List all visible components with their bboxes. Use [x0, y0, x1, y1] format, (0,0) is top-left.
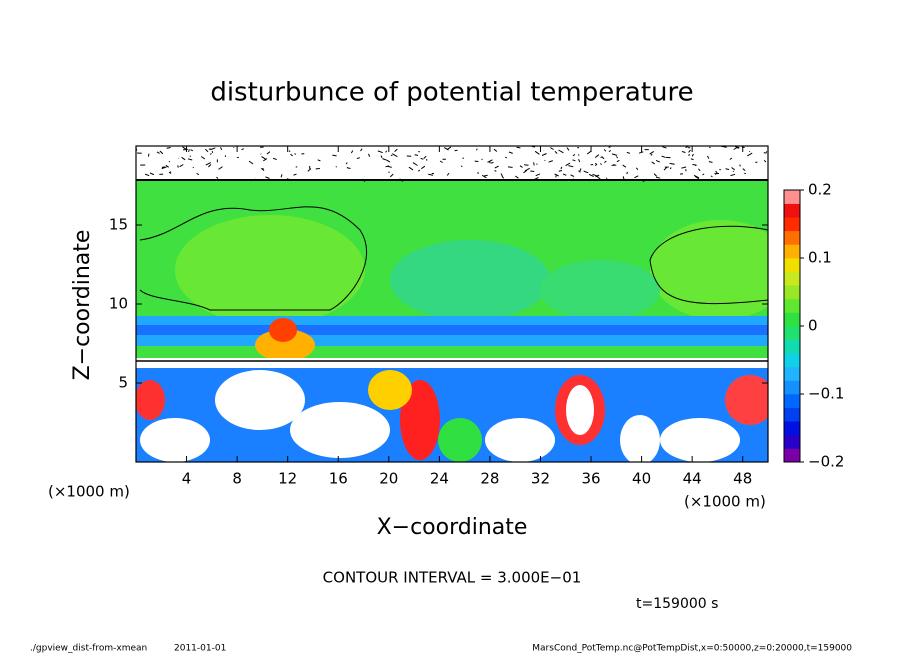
colorbar-swatch — [784, 258, 800, 272]
x-tick-label: 20 — [379, 470, 398, 488]
colorbar-label: 0.1 — [808, 249, 832, 267]
colorbar-swatch — [784, 298, 800, 313]
noise — [136, 146, 768, 183]
footer-date: 2011-01-01 — [174, 644, 226, 654]
x-tick-label: 44 — [683, 470, 702, 488]
x-tick-label: 16 — [329, 470, 348, 488]
x-unit: (×1000 m) — [684, 493, 766, 511]
x-axis-label: X−coordinate — [377, 515, 528, 540]
x-tick-label: 12 — [278, 470, 297, 488]
colorbar-swatch — [784, 407, 800, 422]
colorbar-swatch — [784, 312, 800, 327]
colorbar-swatch — [784, 366, 800, 381]
y-tick-label: 10 — [109, 295, 128, 313]
field — [136, 146, 768, 462]
y-unit: (×1000 m) — [48, 483, 130, 501]
x-tick-label: 8 — [232, 470, 242, 488]
x-tick-label: 24 — [430, 470, 449, 488]
colorbar-swatch — [784, 380, 800, 395]
y-tick-label: 5 — [118, 374, 128, 392]
colorbar-swatch — [784, 339, 800, 354]
x-tick-label: 36 — [581, 470, 600, 488]
colorbar-swatch — [784, 285, 800, 300]
x-tick-label: 32 — [531, 470, 550, 488]
colorbar-swatch — [784, 421, 800, 436]
colorbar-swatch — [784, 230, 800, 245]
colorbar-swatch — [784, 353, 800, 368]
x-tick-label: 4 — [182, 470, 192, 488]
x-tick-label: 48 — [733, 470, 752, 488]
colorbar-swatch — [784, 326, 800, 340]
chart-title: disturbunce of potential temperature — [210, 78, 693, 108]
colorbar-swatch — [784, 244, 800, 259]
y-tick-label: 15 — [109, 216, 128, 234]
colorbar-swatch — [784, 434, 800, 449]
footer-left: ./gpview_dist-from-xmean — [30, 644, 147, 654]
footer-right: MarsCond_PotTemp.nc@PotTempDist,x=0:5000… — [532, 644, 852, 654]
colorbar-label: 0.2 — [808, 181, 832, 199]
x-tick-label: 40 — [632, 470, 651, 488]
y-axis-label: Z−coordinate — [70, 230, 95, 381]
colorbar-swatch — [784, 190, 800, 204]
time-label: t=159000 s — [636, 596, 718, 612]
colorbar-swatch — [784, 394, 800, 408]
colorbar-label: −0.1 — [808, 385, 844, 403]
colorbar-swatch — [784, 271, 800, 286]
contour-interval: CONTOUR INTERVAL = 3.000E−01 — [323, 569, 582, 587]
colorbar-swatch — [784, 203, 800, 218]
colorbar-swatch — [784, 217, 800, 232]
colorbar-label: 0 — [808, 317, 818, 335]
x-tick-label: 28 — [480, 470, 499, 488]
colorbar-swatch — [784, 448, 800, 463]
colorbar-label: −0.2 — [808, 453, 844, 471]
